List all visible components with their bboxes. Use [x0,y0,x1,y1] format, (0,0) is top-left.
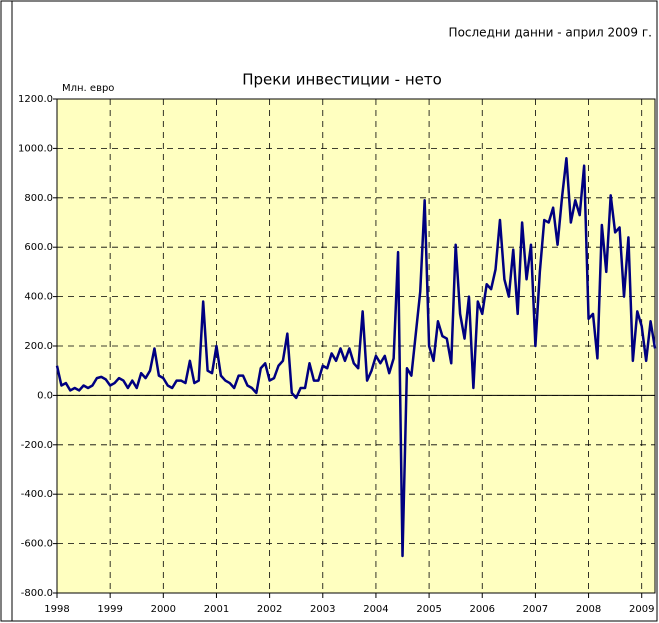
x-tick-label: 2000 [151,604,176,615]
y-tick-label: -400.0 [21,489,53,500]
chart-title: Преки инвестиции - нето [242,71,442,89]
line-series [55,157,657,558]
y-tick-label: 200.0 [24,341,53,352]
y-tick-label: 0.0 [37,390,53,401]
y-tick-label: -800.0 [21,588,53,599]
x-tick-label: 2003 [310,604,335,615]
y-tick-label: 1200.0 [18,94,53,105]
x-tick-label: 2007 [523,604,548,615]
y-tick-label: 800.0 [24,193,53,204]
x-tick-label: 2008 [576,604,601,615]
x-tick-label: 1999 [97,604,122,615]
x-tick-label: 2001 [204,604,229,615]
x-tick-label: 2004 [363,604,388,615]
y-tick-label: 600.0 [24,242,53,253]
y-tick-label: 1000.0 [18,143,53,154]
x-tick-label: 2009 [629,604,654,615]
x-tick-label: 2005 [416,604,441,615]
subtitle: Последни данни - април 2009 г. [449,26,652,40]
y-axis-label: Млн. евро [62,83,114,94]
x-tick-label: 1998 [44,604,69,615]
x-tick-label: 2002 [257,604,282,615]
x-tick-label: 2006 [470,604,495,615]
y-tick-label: -600.0 [21,539,53,550]
y-tick-label: 400.0 [24,292,53,303]
y-tick-label: -200.0 [21,440,53,451]
